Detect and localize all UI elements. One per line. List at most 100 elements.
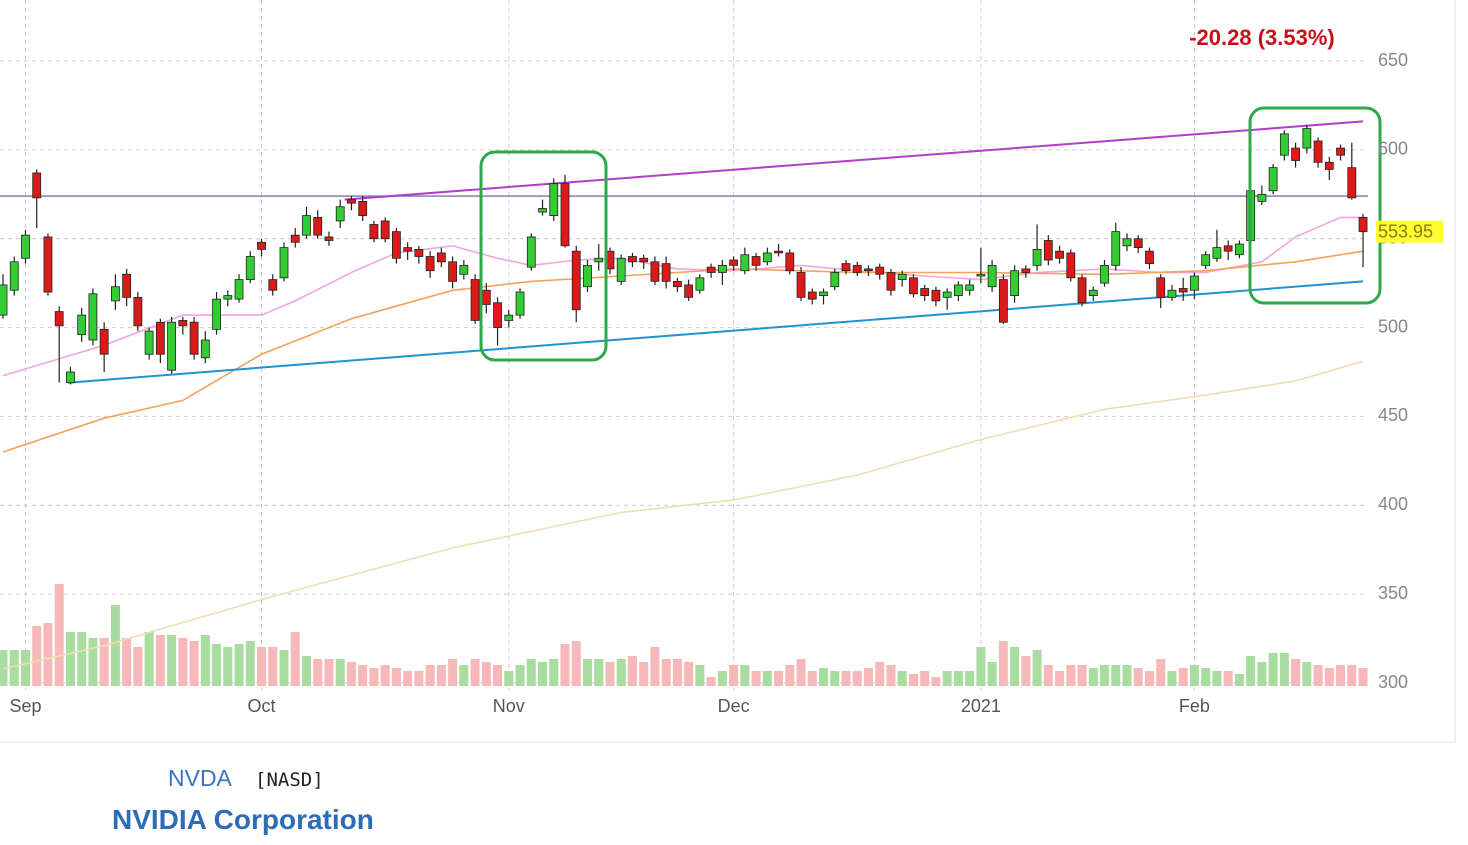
candle-body (111, 286, 120, 302)
candle-body (942, 291, 952, 298)
volume-bar (650, 647, 660, 686)
volume-bar (43, 623, 53, 686)
candle-body (886, 272, 896, 291)
candle-body (1077, 277, 1087, 304)
candle-body (830, 272, 840, 288)
volume-bar (77, 632, 87, 686)
volume-bar (290, 632, 300, 686)
volume-bar (1189, 665, 1199, 686)
candle-body (661, 263, 671, 282)
candle-body (178, 320, 188, 327)
candle-body (99, 328, 109, 355)
candle-body (1100, 264, 1109, 284)
candle-body (987, 264, 997, 288)
volume-bar (1291, 659, 1301, 686)
candle-body (257, 241, 266, 250)
candle-body (155, 321, 165, 355)
candle-body (369, 224, 379, 240)
volume-bar (931, 677, 941, 686)
volume-bar (965, 671, 975, 686)
candle-body (302, 215, 311, 236)
candle-body (425, 256, 435, 272)
candle-body (1336, 147, 1345, 156)
candle-body (1066, 252, 1076, 279)
volume-bar (1279, 653, 1289, 686)
candle-body (965, 284, 975, 291)
volume-bar (54, 584, 64, 686)
candle-body (313, 216, 323, 236)
volume-bar (661, 659, 671, 686)
volume-bar (762, 671, 772, 686)
volume-bar (20, 650, 30, 686)
volume-bar (189, 641, 199, 686)
candle-body (459, 264, 469, 275)
volume-bar (459, 665, 469, 686)
candle-body (77, 314, 87, 336)
candle-body (976, 273, 986, 277)
volume-bar (526, 659, 536, 686)
volume-bar (425, 665, 435, 686)
volume-bar (639, 662, 649, 686)
candle-body (717, 264, 727, 273)
volume-bar (571, 641, 581, 686)
candle-body (493, 302, 502, 328)
labels: 300350400450500550600650SepOctNovDec2021… (9, 50, 1443, 716)
volume-bar (1223, 671, 1233, 686)
candle-body (290, 234, 300, 243)
candle-body (200, 339, 210, 359)
candle-body (852, 264, 862, 273)
candle-body (448, 261, 458, 282)
candle-body (1223, 245, 1233, 252)
y-tick-label: 500 (1378, 316, 1408, 336)
volume-bar (1100, 665, 1110, 686)
candle-body (88, 293, 98, 341)
candle-body (1201, 254, 1211, 266)
candle-body (751, 256, 761, 266)
volume-bar (1167, 671, 1177, 686)
volume-bar (953, 671, 963, 686)
candle-body (21, 234, 30, 259)
volume-bar (706, 677, 716, 686)
volume-bar (886, 665, 896, 686)
volume-bar (774, 671, 784, 686)
candle-body (504, 314, 514, 321)
y-tick-label: 450 (1378, 405, 1408, 425)
x-tick-label: Oct (248, 696, 276, 716)
volume-bar (436, 665, 446, 686)
volume-bar (616, 659, 626, 686)
moving-average (2, 216, 1363, 377)
candle-body (122, 273, 132, 298)
candle-body (347, 199, 356, 204)
volume-bar (403, 671, 413, 686)
candle-body (571, 250, 581, 311)
volume-bar (998, 641, 1008, 686)
candle-body (245, 256, 255, 280)
x-tick-label: Feb (1179, 696, 1210, 716)
candle-body (628, 256, 637, 263)
candle-body (639, 257, 649, 263)
candle-body (1347, 167, 1357, 199)
volume-bar (279, 650, 289, 686)
x-tick-label: 2021 (961, 696, 1001, 716)
symbol: NVDA (168, 765, 232, 791)
volume-bar (313, 659, 323, 686)
volume-bar (470, 659, 480, 686)
exchange: [NASD] (255, 769, 324, 791)
candle-body (706, 266, 716, 273)
candle-body (774, 250, 783, 254)
volume-bar (234, 644, 244, 686)
volume-bar (223, 647, 233, 686)
volume-bar (1156, 659, 1166, 686)
candle-body (740, 254, 750, 272)
candle-body (1279, 133, 1289, 156)
candle-body (897, 273, 907, 280)
candle-body (515, 291, 525, 316)
volume-bar (324, 659, 334, 686)
candle-body (268, 279, 278, 291)
volume-bar (448, 659, 458, 686)
y-tick-label: 650 (1378, 50, 1408, 70)
volume-bar (1122, 665, 1132, 686)
candle-body (1235, 243, 1244, 256)
volume-bar (245, 641, 255, 686)
candle-body (650, 261, 660, 282)
